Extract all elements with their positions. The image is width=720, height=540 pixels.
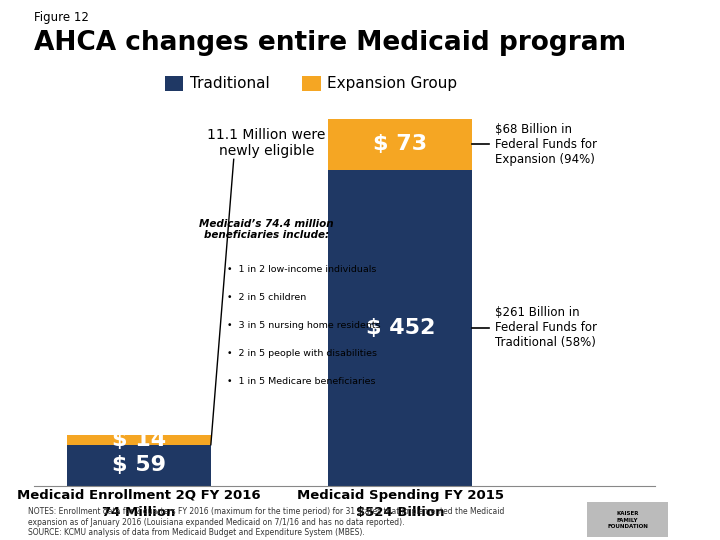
Bar: [165, 76, 184, 91]
Text: Traditional: Traditional: [190, 76, 270, 91]
Text: Figure 12: Figure 12: [35, 11, 89, 24]
Text: AHCA changes entire Medicaid program: AHCA changes entire Medicaid program: [35, 30, 626, 56]
Bar: [328, 119, 472, 170]
Text: •  1 in 5 Medicare beneficiaries: • 1 in 5 Medicare beneficiaries: [228, 377, 376, 386]
Bar: [67, 445, 211, 486]
Text: $ 59: $ 59: [112, 455, 166, 475]
Bar: [67, 435, 211, 445]
Text: NOTES: Enrollment data for 2 quarters FY 2016 (maximum for the time period) for : NOTES: Enrollment data for 2 quarters FY…: [28, 508, 504, 537]
Bar: [302, 76, 320, 91]
Text: •  3 in 5 nursing home residents: • 3 in 5 nursing home residents: [228, 321, 381, 330]
Text: •  2 in 5 children: • 2 in 5 children: [228, 293, 307, 302]
Text: Medicaid Enrollment 2Q FY 2016
74 Million: Medicaid Enrollment 2Q FY 2016 74 Millio…: [17, 489, 261, 519]
Bar: [328, 170, 472, 486]
Text: $ 14: $ 14: [112, 430, 166, 450]
Text: $68 Billion in
Federal Funds for
Expansion (94%): $68 Billion in Federal Funds for Expansi…: [495, 123, 597, 166]
Text: Medicaid’s 74.4 million
beneficiaries include:: Medicaid’s 74.4 million beneficiaries in…: [199, 219, 333, 240]
Text: •  2 in 5 people with disabilities: • 2 in 5 people with disabilities: [228, 349, 377, 358]
Text: 11.1 Million were
newly eligible: 11.1 Million were newly eligible: [207, 128, 325, 158]
Text: Medicaid Spending FY 2015
$524 Billion: Medicaid Spending FY 2015 $524 Billion: [297, 489, 504, 519]
Text: $ 452: $ 452: [366, 318, 435, 338]
Text: •  1 in 2 low-income individuals: • 1 in 2 low-income individuals: [228, 265, 377, 274]
Text: $261 Billion in
Federal Funds for
Traditional (58%): $261 Billion in Federal Funds for Tradit…: [495, 306, 597, 349]
Text: Expansion Group: Expansion Group: [327, 76, 457, 91]
Text: $ 73: $ 73: [373, 134, 428, 154]
Bar: [587, 502, 668, 537]
Text: KAISER
FAMILY
FOUNDATION: KAISER FAMILY FOUNDATION: [607, 511, 648, 529]
